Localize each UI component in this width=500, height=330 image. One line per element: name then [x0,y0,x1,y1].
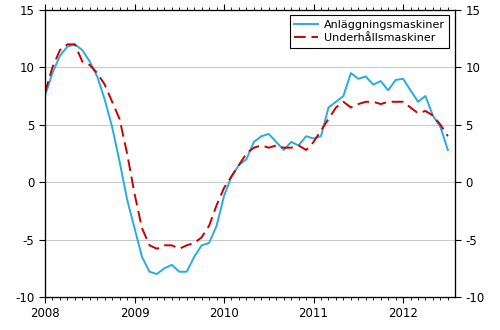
Anläggningsmaskiner [94,75,100,79]
Anläggningsmaskiner [42,94,48,98]
Line: Underhållsmaskiner: Underhållsmaskiner [45,44,448,249]
Underhållsmaskiner [445,134,451,138]
Anläggningsmaskiner [445,148,451,152]
Underhållsmaskiner [415,111,421,115]
Legend: Anläggningsmaskiner, Underhållsmaskiner: Anläggningsmaskiner, Underhållsmaskiner [290,16,450,48]
Underhållsmaskiner [64,42,70,46]
Anläggningsmaskiner [154,272,160,276]
Underhållsmaskiner [124,151,130,155]
Anläggningsmaskiner [72,42,78,46]
Anläggningsmaskiner [206,241,212,245]
Anläggningsmaskiner [124,197,130,201]
Line: Anläggningsmaskiner: Anläggningsmaskiner [45,44,448,274]
Underhållsmaskiner [154,247,160,251]
Underhållsmaskiner [42,91,48,95]
Anläggningsmaskiner [146,270,152,274]
Underhållsmaskiner [94,71,100,75]
Underhållsmaskiner [146,243,152,247]
Anläggningsmaskiner [415,100,421,104]
Underhållsmaskiner [206,224,212,228]
Anläggningsmaskiner [438,125,444,129]
Underhållsmaskiner [438,123,444,127]
